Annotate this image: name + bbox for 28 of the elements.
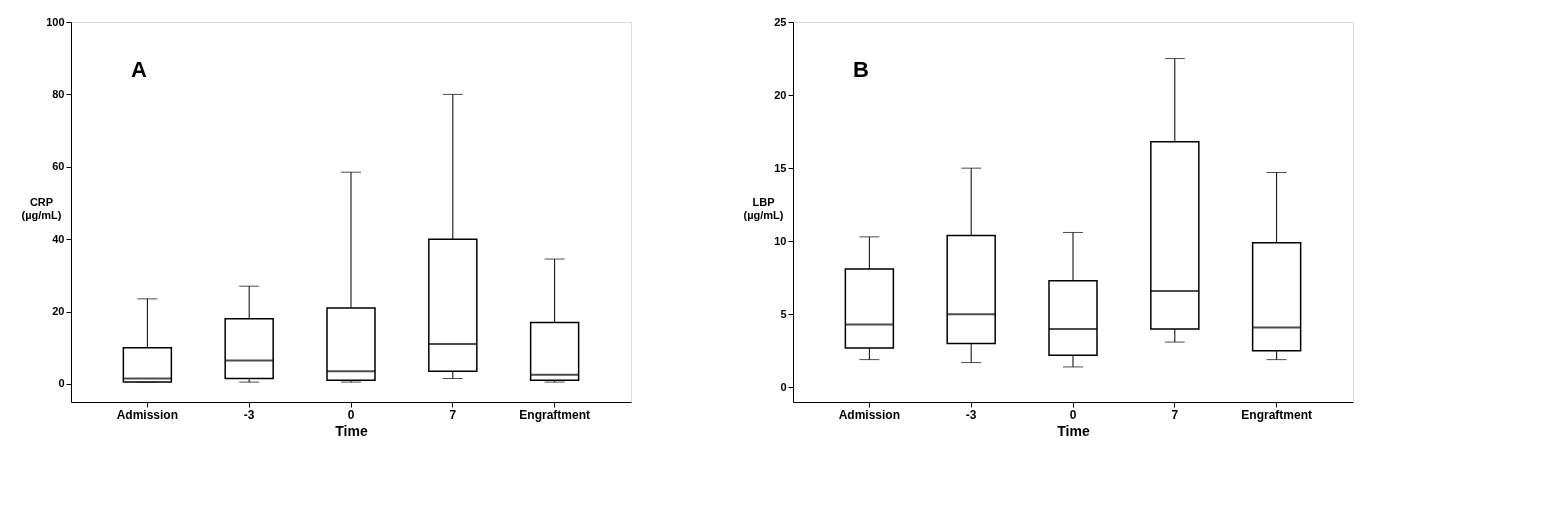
y-tick-label: 25: [774, 15, 787, 28]
x-tick-label: Engraftment: [1241, 407, 1312, 422]
y-tick-label: 20: [774, 88, 787, 101]
y-tick-label: 60: [52, 160, 65, 173]
y-tick-label: 0: [780, 380, 787, 393]
y-tick-label: 15: [774, 161, 787, 174]
x-tick-label: Admission: [838, 407, 901, 422]
x-tick-label: -3: [243, 407, 255, 422]
text: B: [853, 57, 869, 82]
x-axis-title: Time: [335, 422, 368, 439]
x-tick-label: 7: [1171, 407, 1179, 422]
y-tick-label: 20: [52, 305, 65, 318]
x-tick-label: Admission: [116, 407, 179, 422]
x-axis-title: Time: [1057, 422, 1090, 439]
y-tick-label: 80: [52, 87, 65, 100]
y-tick-label: 0: [58, 377, 65, 390]
y-tick-label: 5: [780, 307, 787, 320]
x-tick-label: 7: [449, 407, 457, 422]
x-tick-label: 0: [347, 407, 355, 422]
y-tick-label: 100: [46, 15, 65, 28]
x-tick-label: Engraftment: [519, 407, 590, 422]
x-tick-label: 0: [1069, 407, 1077, 422]
text: A: [131, 57, 147, 82]
x-tick-label: -3: [965, 407, 977, 422]
y-tick-label: 10: [774, 234, 787, 247]
y-axis-title: LBP (µg/mL): [743, 195, 784, 221]
y-axis-title: CRP (µg/mL): [21, 195, 62, 221]
y-tick-label: 40: [52, 232, 65, 245]
